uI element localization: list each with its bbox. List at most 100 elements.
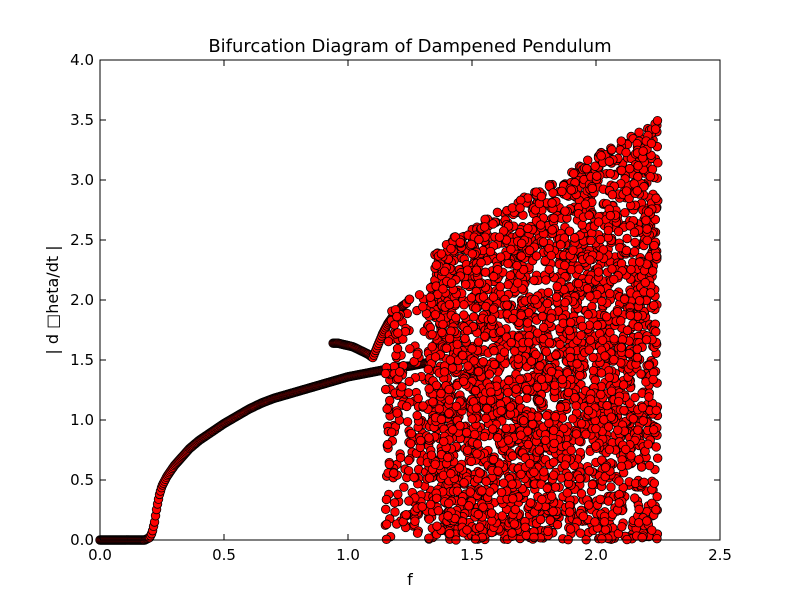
- chaos-point: [632, 186, 642, 196]
- chaos-point: [551, 350, 561, 360]
- chaos-point: [647, 525, 657, 535]
- chaos-point: [431, 493, 442, 503]
- chaos-point: [575, 370, 585, 381]
- chaos-point: [599, 517, 610, 527]
- chaos-point: [393, 489, 403, 499]
- chaos-point: [485, 395, 496, 406]
- chaos-point: [466, 456, 476, 467]
- chaos-point: [454, 463, 465, 473]
- chaos-point: [436, 388, 446, 399]
- chaos-point: [496, 406, 506, 416]
- chaos-point: [443, 511, 453, 521]
- chaos-point: [425, 292, 436, 302]
- chaos-point: [572, 359, 582, 369]
- chaos-point: [489, 346, 499, 356]
- chaos-point: [535, 514, 546, 525]
- chaos-point: [507, 203, 518, 213]
- chaos-point: [607, 145, 617, 155]
- chaos-point: [404, 455, 414, 466]
- chaos-point: [405, 344, 415, 354]
- chaos-point: [452, 339, 463, 350]
- chaos-point: [444, 299, 455, 310]
- chaos-point: [567, 414, 578, 424]
- chaos-point: [473, 509, 483, 520]
- chaos-point: [507, 451, 518, 461]
- chaos-point: [546, 313, 556, 323]
- chaos-point: [649, 300, 659, 311]
- chaos-point: [634, 127, 644, 138]
- chaos-point: [476, 257, 486, 268]
- chaos-point: [555, 240, 566, 250]
- chaos-point: [489, 359, 500, 370]
- chaos-point: [424, 533, 434, 543]
- chaos-point: [629, 227, 640, 238]
- chaos-point: [585, 394, 596, 404]
- chaos-point: [427, 329, 437, 340]
- chaos-point: [392, 408, 402, 418]
- chaos-point: [434, 404, 445, 414]
- chaos-point: [643, 439, 653, 449]
- chaos-point: [557, 374, 567, 385]
- y-tick-label: 3.5: [70, 111, 94, 129]
- chaos-point: [583, 405, 594, 416]
- chaos-point: [502, 300, 512, 310]
- chaos-point: [475, 468, 485, 478]
- chaos-point: [515, 203, 525, 213]
- chaos-point: [583, 309, 593, 320]
- chaos-point: [404, 496, 414, 506]
- chaos-point: [652, 115, 663, 126]
- chaos-point: [460, 333, 470, 344]
- chaos-point: [548, 506, 558, 517]
- chaos-point: [547, 198, 557, 208]
- chaos-point: [575, 473, 585, 484]
- chaos-point: [596, 368, 607, 378]
- chaos-point: [595, 494, 605, 504]
- chaos-point: [405, 438, 416, 449]
- chaos-point: [389, 498, 400, 508]
- x-axis-label: f: [407, 570, 413, 589]
- chaos-point: [546, 250, 556, 261]
- chaos-point: [614, 498, 624, 508]
- chaos-point: [585, 291, 595, 302]
- chaos-point: [548, 470, 559, 480]
- chaos-point: [486, 314, 497, 324]
- chaos-point: [584, 345, 594, 355]
- chaos-point: [653, 158, 663, 168]
- chaos-point: [613, 425, 623, 435]
- chaos-point: [462, 265, 473, 275]
- chaos-point: [472, 449, 482, 459]
- chaos-point: [482, 404, 492, 414]
- chaos-point: [529, 467, 539, 477]
- chaos-point: [630, 392, 640, 403]
- x-tick-label: 2.5: [708, 546, 732, 564]
- chaos-point: [616, 165, 627, 176]
- chaos-point: [389, 320, 400, 330]
- chaos-point: [564, 325, 574, 336]
- chaos-point: [522, 384, 532, 395]
- chaos-point: [565, 524, 576, 534]
- chaos-point: [543, 287, 554, 298]
- chaos-point: [637, 532, 647, 543]
- chaos-point: [649, 478, 660, 488]
- chaos-point: [471, 303, 481, 313]
- chaos-point: [503, 258, 513, 269]
- chaos-point: [584, 500, 594, 510]
- chaos-point: [597, 335, 608, 345]
- chaos-point: [395, 453, 406, 463]
- chaos-point: [580, 199, 591, 209]
- chaos-point: [543, 526, 553, 537]
- chaos-point: [436, 249, 447, 259]
- chaos-point: [426, 450, 437, 460]
- chaos-point: [633, 161, 643, 171]
- chaos-point: [562, 488, 572, 498]
- chaos-point: [605, 288, 615, 299]
- chaos-point: [596, 389, 606, 400]
- chaos-point: [581, 164, 592, 174]
- chaos-point: [515, 227, 525, 238]
- chaos-point: [616, 136, 627, 146]
- chaos-point: [462, 445, 473, 455]
- chaos-point: [644, 460, 655, 471]
- chaos-point: [474, 234, 484, 245]
- chaos-point: [511, 384, 521, 394]
- chaos-point: [389, 468, 399, 478]
